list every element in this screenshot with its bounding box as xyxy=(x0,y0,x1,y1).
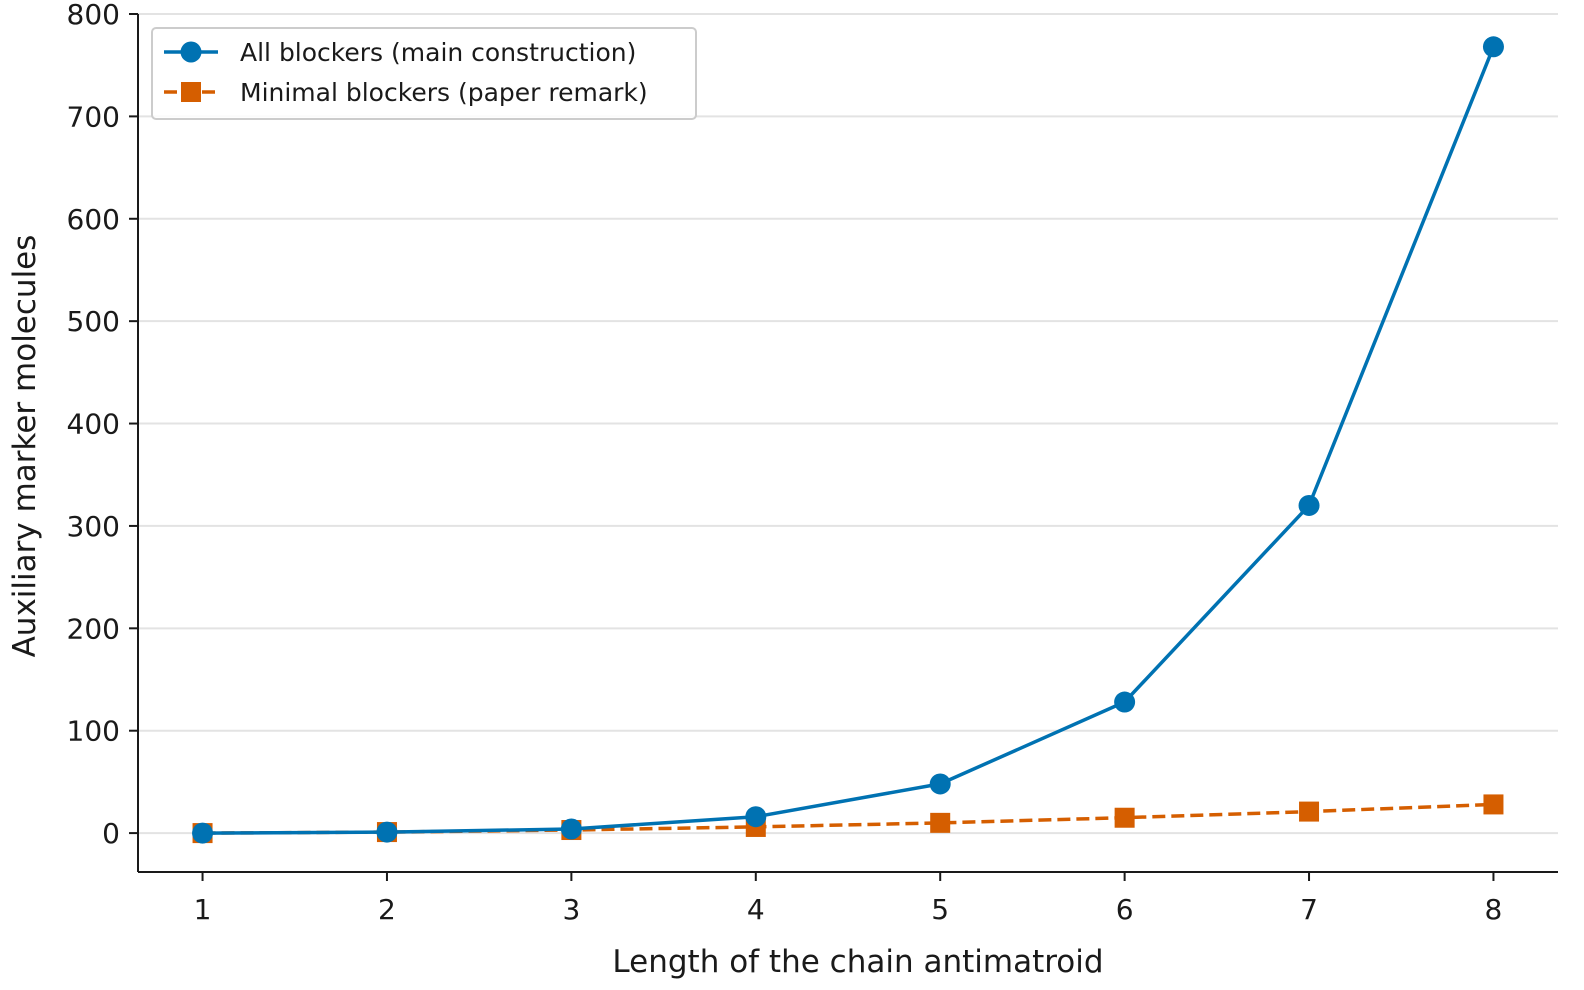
data-point xyxy=(929,773,951,795)
series-line xyxy=(202,46,1496,835)
series-1 xyxy=(192,36,1504,844)
legend-marker xyxy=(181,82,201,102)
legend-label: All blockers (main construction) xyxy=(240,38,636,67)
y-tick-label: 500 xyxy=(67,305,120,338)
x-tick-label: 4 xyxy=(747,893,765,926)
gridlines xyxy=(138,13,1558,835)
data-point xyxy=(192,822,214,844)
legend-marker xyxy=(180,41,202,63)
data-point xyxy=(1298,494,1320,516)
legend: All blockers (main construction) Minimal … xyxy=(151,27,697,120)
x-tick-label: 7 xyxy=(1300,893,1318,926)
x-tick-label: 1 xyxy=(194,893,212,926)
x-axis-label: Length of the chain antimatroid xyxy=(612,944,1103,980)
x-tick-label: 6 xyxy=(1116,893,1134,926)
x-tick-label: 3 xyxy=(562,893,580,926)
y-tick-label: 800 xyxy=(67,0,120,31)
data-point xyxy=(930,812,951,833)
y-tick-label: 0 xyxy=(102,817,120,850)
y-tick-label: 700 xyxy=(67,100,120,133)
series xyxy=(192,36,1504,844)
data-point xyxy=(745,806,767,828)
data-point xyxy=(376,821,398,843)
axes: 0 100 200 300 400 500 600 700 800 1 2 3 4 5 6 7 8 xyxy=(67,0,1558,926)
x-tick-label: 5 xyxy=(931,893,949,926)
data-point xyxy=(1483,794,1504,815)
data-point xyxy=(1299,801,1320,822)
data-point xyxy=(560,818,582,840)
y-tick-label: 400 xyxy=(67,408,120,441)
y-tick-label: 100 xyxy=(67,715,120,748)
data-point xyxy=(1114,691,1136,713)
y-axis-label: Auxiliary marker molecules xyxy=(7,235,43,658)
legend-box xyxy=(151,27,697,120)
legend-label: Minimal blockers (paper remark) xyxy=(240,78,648,107)
data-point xyxy=(1482,36,1504,58)
y-tick-label: 200 xyxy=(67,612,120,645)
y-tick-label: 300 xyxy=(67,510,120,543)
x-tick-label: 8 xyxy=(1485,893,1503,926)
y-tick-label: 600 xyxy=(67,203,120,236)
x-tick-label: 2 xyxy=(378,893,396,926)
data-point xyxy=(1114,807,1135,828)
